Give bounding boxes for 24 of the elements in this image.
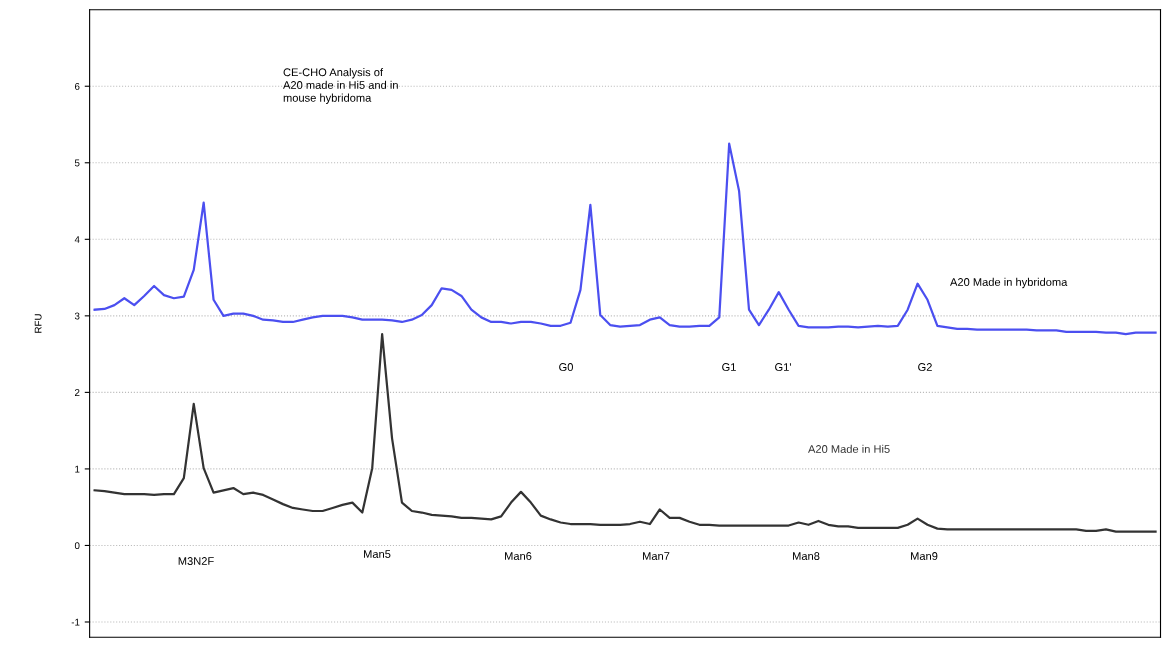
y-tick-label: 1 bbox=[75, 465, 80, 473]
annotation: Man7 bbox=[643, 552, 670, 560]
annotation: G0 bbox=[559, 363, 573, 371]
text: A20 Made in hybridoma bbox=[950, 277, 1068, 289]
line-series bbox=[93, 142, 1157, 336]
y-axis-title: RFU bbox=[34, 314, 42, 333]
annotation: M3N2F bbox=[178, 557, 214, 565]
y-tick-label: 5 bbox=[74, 159, 80, 167]
y-tick-label: 0 bbox=[74, 542, 80, 550]
annotation: Man8 bbox=[793, 552, 820, 560]
annotation: Man6 bbox=[505, 552, 532, 560]
y-tick-label: 4 bbox=[74, 236, 80, 243]
annotation: G2 bbox=[918, 363, 932, 371]
y-tick-label: -1 bbox=[71, 618, 80, 626]
line-series bbox=[93, 333, 1157, 533]
annotation: G1' bbox=[775, 363, 791, 371]
annotation: Man9 bbox=[911, 552, 938, 560]
y-tick-label: 6 bbox=[74, 82, 80, 90]
annotation: G1 bbox=[722, 363, 736, 371]
y-tick-label: 2 bbox=[74, 389, 80, 396]
annotation: Man5 bbox=[364, 550, 391, 558]
annotation: CE-CHO Analysis of A20 made in Hi5 and in mouse hybridoma bbox=[283, 68, 398, 104]
y-tick-label: 3 bbox=[74, 312, 80, 320]
text: A20 Made in Hi5 bbox=[808, 444, 890, 453]
